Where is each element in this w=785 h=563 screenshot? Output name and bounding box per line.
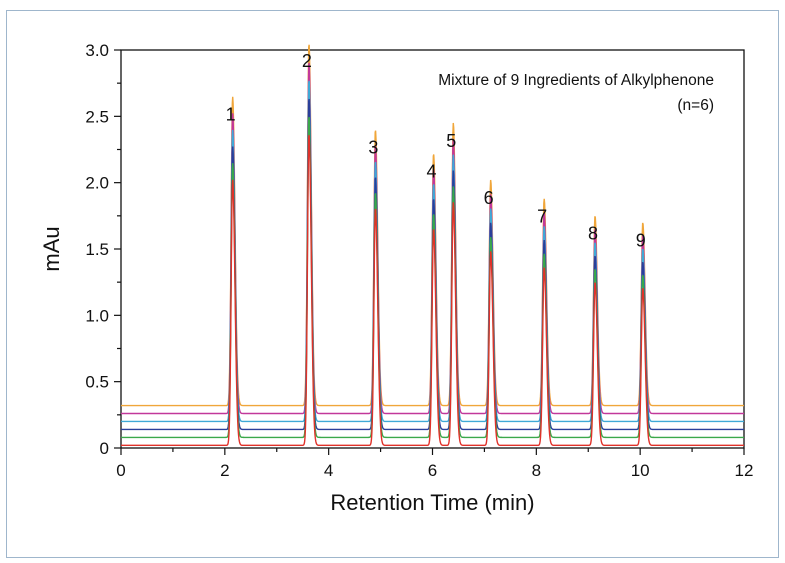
x-tick-label: 10	[631, 461, 650, 480]
series-line	[121, 134, 744, 447]
y-axis-title: mAu	[39, 226, 64, 271]
peak-label: 1	[226, 104, 236, 124]
chart-text: Mixture of 9 Ingredients of Alkylphenone…	[39, 72, 714, 515]
x-tick-label: 2	[220, 461, 229, 480]
peak-label: 7	[537, 206, 547, 226]
y-tick-label: 2.5	[85, 107, 109, 126]
peak-label: 3	[368, 137, 378, 157]
y-tick-label: 1.0	[85, 306, 109, 325]
x-tick-label: 12	[735, 461, 754, 480]
y-tick-label: 0	[100, 439, 109, 458]
peak-label: 8	[588, 224, 598, 244]
peak-label: 5	[446, 131, 456, 151]
x-axis-title: Retention Time (min)	[330, 490, 534, 515]
peak-label: 9	[636, 230, 646, 250]
x-tick-label: 8	[532, 461, 541, 480]
chart-frame	[6, 10, 779, 558]
peak-label: 6	[484, 188, 494, 208]
peak-label: 2	[302, 51, 312, 71]
annotation-line-1: Mixture of 9 Ingredients of Alkylphenone	[438, 72, 714, 89]
y-tick-label: 2.0	[85, 174, 109, 193]
x-tick-label: 4	[324, 461, 333, 480]
series-lines: 1 2 3 45 6 7 8 9	[121, 44, 744, 447]
y-tick-label: 0.5	[85, 373, 109, 392]
x-tick-label: 6	[428, 461, 437, 480]
peak-label: 4	[427, 161, 437, 181]
annotation-line-2: (n=6)	[677, 97, 714, 114]
x-tick-label: 0	[116, 461, 125, 480]
y-tick-label: 1.5	[85, 240, 109, 259]
y-tick-label: 3.0	[85, 41, 109, 60]
